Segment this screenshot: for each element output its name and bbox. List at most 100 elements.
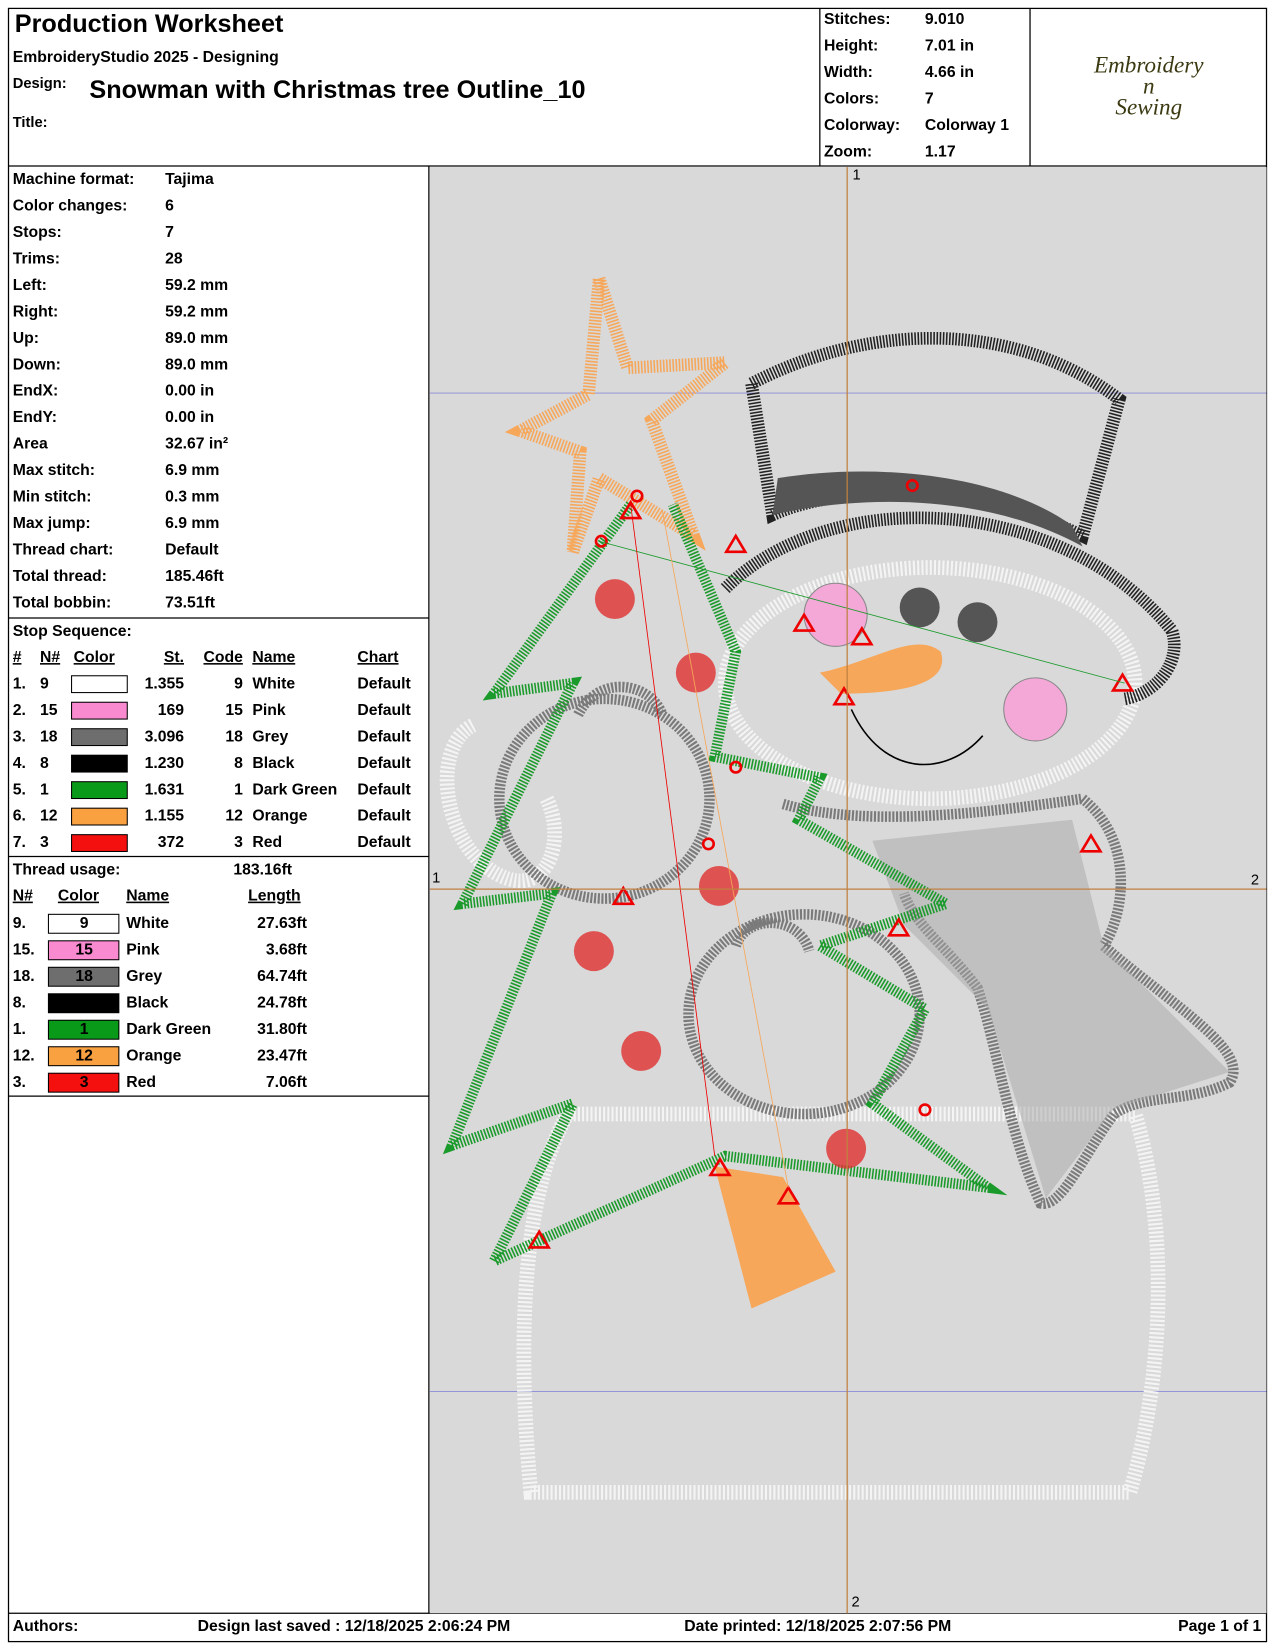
color-swatch: [71, 754, 128, 773]
color-swatch: [47, 993, 120, 1014]
design-canvas: [429, 167, 1267, 1614]
stitch-count: 1.631: [145, 781, 185, 798]
stitch-count: 1.230: [145, 755, 185, 772]
color-name: Red: [252, 834, 282, 851]
section-title: Stop Sequence:: [13, 623, 132, 640]
stat-value: 73.51ft: [165, 595, 216, 612]
footer-saved: Design last saved : 12/18/2025 2:06:24 P…: [198, 1618, 511, 1635]
stat-label: Min stitch:: [13, 489, 92, 506]
column-header: N#: [40, 649, 60, 666]
color-code: 8: [80, 994, 89, 1011]
stitch-count: 169: [158, 702, 185, 719]
stop-number: 3.: [13, 728, 26, 745]
column-header: Name: [252, 649, 295, 666]
thread-chart: Default: [357, 675, 411, 692]
needle-number: 12: [40, 808, 58, 825]
thread-length: 3.68ft: [266, 941, 308, 958]
color-name: Black: [126, 994, 168, 1011]
column-header: N#: [13, 888, 33, 905]
stat-value: 7: [165, 224, 174, 241]
color-swatch: [47, 966, 120, 987]
stop-number: 6.: [13, 808, 26, 825]
color-swatch: [71, 728, 128, 747]
stat-value: 0.00 in: [165, 383, 214, 400]
color-swatch: [71, 781, 128, 800]
software: EmbroideryStudio 2025 - Designing: [13, 49, 279, 66]
needle-number: 8: [40, 755, 49, 772]
axis-marker: 1: [853, 167, 861, 183]
stat-label: Trims:: [13, 250, 60, 267]
stat-label: Up:: [13, 330, 39, 347]
stat-label: Stops:: [13, 224, 62, 241]
stat-value: 59.2 mm: [165, 303, 228, 320]
color-swatch: [71, 701, 128, 720]
needle-number: 8.: [13, 994, 26, 1011]
column-header: Color: [58, 888, 99, 905]
thread-length: 24.78ft: [257, 994, 308, 1011]
spec-value: 1.17: [925, 144, 956, 161]
thread-total: 183.16ft: [233, 861, 292, 878]
column-header: Code: [203, 649, 243, 666]
color-name: Orange: [126, 1047, 181, 1064]
color-swatch: [71, 834, 128, 853]
column-header: Color: [74, 649, 115, 666]
spec-value: 4.66 in: [925, 64, 974, 81]
column-header: #: [13, 649, 22, 666]
footer-authors: Authors:: [13, 1618, 79, 1635]
worksheet-title: Production Worksheet: [15, 10, 284, 38]
color-swatch: [71, 675, 128, 694]
footer-page: Page 1 of 1: [1178, 1618, 1261, 1635]
stat-value: 32.67 in²: [165, 436, 228, 453]
color-code: 9: [234, 675, 243, 692]
stat-value: Default: [165, 542, 219, 559]
thread-length: 27.63ft: [257, 915, 308, 932]
needle-number: 15.: [13, 941, 35, 958]
color-name: White: [126, 915, 169, 932]
spec-label: Colors:: [824, 91, 879, 108]
spec-value: 9.010: [925, 11, 965, 28]
footer-printed: Date printed: 12/18/2025 2:07:56 PM: [684, 1618, 951, 1635]
thread-length: 64.74ft: [257, 968, 308, 985]
color-code: 18: [75, 968, 93, 985]
color-swatch: [47, 940, 120, 961]
stitch-count: 372: [158, 834, 185, 851]
stat-value: 6: [165, 197, 174, 214]
title-label: Title:: [13, 115, 48, 131]
color-name: Pink: [252, 702, 286, 719]
color-swatch: [71, 807, 128, 826]
stat-value: 59.2 mm: [165, 277, 228, 294]
color-name: Grey: [252, 728, 288, 745]
color-code: 15: [75, 941, 93, 958]
needle-number: 1.: [13, 1021, 26, 1038]
axis-marker: 1: [432, 870, 440, 886]
stat-value: 89.0 mm: [165, 330, 228, 347]
color-swatch: [47, 913, 120, 934]
stat-label: Down:: [13, 356, 61, 373]
thread-chart: Default: [357, 808, 411, 825]
stat-label: Max stitch:: [13, 462, 95, 479]
stat-label: EndY:: [13, 409, 57, 426]
stat-value: 0.3 mm: [165, 489, 219, 506]
stat-label: Max jump:: [13, 515, 91, 532]
spec-label: Stitches:: [824, 11, 891, 28]
stat-value: Tajima: [165, 171, 214, 188]
stitch-count: 1.355: [145, 675, 185, 692]
needle-number: 9: [40, 675, 49, 692]
color-code: 1: [80, 1021, 89, 1038]
color-name: Black: [252, 755, 294, 772]
stat-label: Color changes:: [13, 197, 128, 214]
spec-label: Colorway:: [824, 117, 900, 134]
needle-number: 18.: [13, 968, 35, 985]
thread-chart: Default: [357, 728, 411, 745]
column-header: St.: [164, 649, 184, 666]
stop-number: 5.: [13, 781, 26, 798]
stitch-count: 1.155: [145, 808, 185, 825]
needle-number: 1: [40, 781, 49, 798]
stat-label: Total thread:: [13, 568, 107, 585]
column-header: Length: [248, 888, 300, 905]
thread-chart: Default: [357, 702, 411, 719]
stop-number: 2.: [13, 702, 26, 719]
needle-number: 15: [40, 702, 58, 719]
color-name: Dark Green: [126, 1021, 211, 1038]
